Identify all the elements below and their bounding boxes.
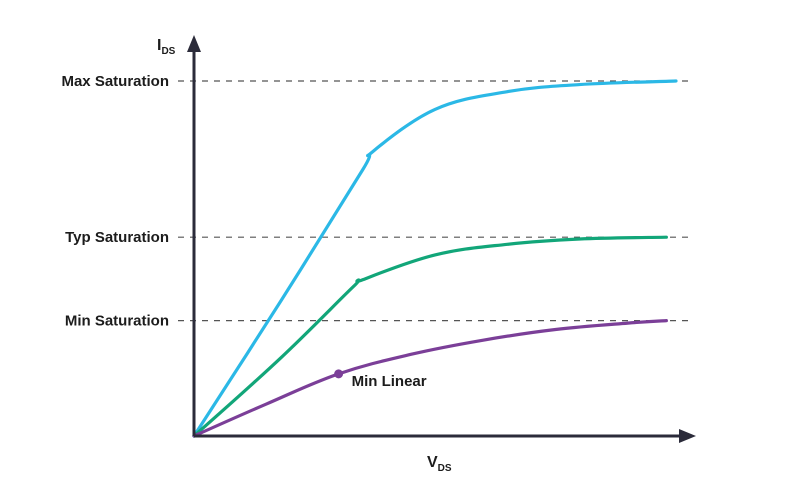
series-line-0 xyxy=(192,79,678,438)
y-axis-label-sub: DS xyxy=(161,46,175,57)
series-line-2 xyxy=(192,319,668,438)
axes xyxy=(187,35,696,443)
x-axis-label: VDS xyxy=(427,454,452,474)
y-axis-arrow-icon xyxy=(187,35,201,52)
y-tick-labels: Max Saturation Typ Saturation Min Saturati… xyxy=(61,73,169,330)
svg-text:VDS: VDS xyxy=(427,454,452,474)
y-axis-label: IDS xyxy=(157,37,176,57)
y-tick-label: Max Saturation xyxy=(61,73,169,90)
annotation-label: Min Linear xyxy=(352,373,427,390)
y-axis-label-main: I xyxy=(157,37,161,54)
x-axis-label-main: V xyxy=(427,454,438,471)
x-axis-label-sub: DS xyxy=(438,463,452,474)
annotation-marker xyxy=(334,369,344,379)
y-tick-label: Typ Saturation xyxy=(65,229,169,246)
y-tick-label: Min Saturation xyxy=(65,313,169,330)
saturation-grid xyxy=(178,80,692,322)
svg-text:IDS: IDS xyxy=(157,37,176,57)
x-axis-arrow-icon xyxy=(679,429,696,443)
series-layer xyxy=(192,79,678,438)
series-line-1 xyxy=(192,235,668,438)
annotations: Min Linear xyxy=(334,369,427,390)
